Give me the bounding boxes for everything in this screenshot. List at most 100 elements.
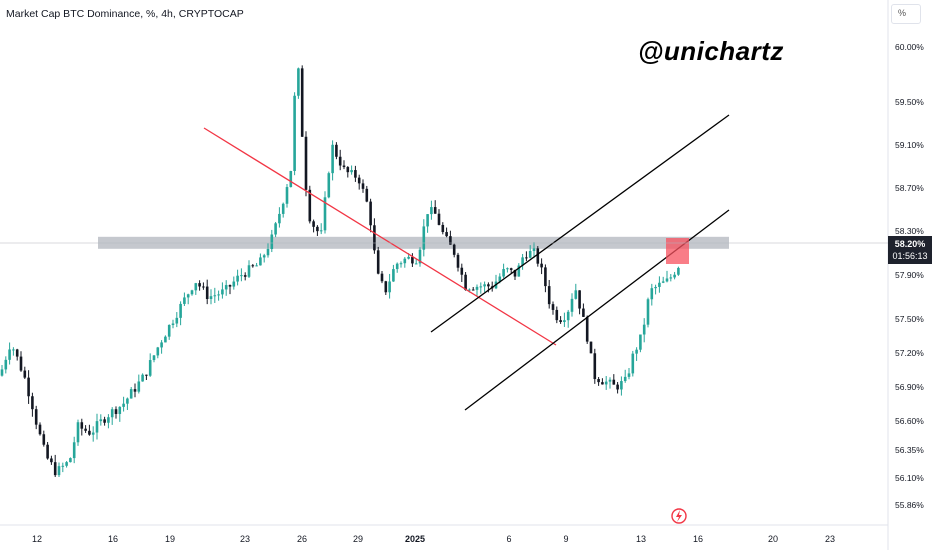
candle-body [661, 281, 665, 283]
candle-body [475, 286, 479, 290]
candle-body [418, 249, 422, 264]
lightning-icon[interactable] [671, 508, 687, 524]
candle-body [319, 230, 323, 232]
candle-body [525, 257, 528, 259]
candle-body [80, 422, 84, 429]
candle-body [521, 257, 524, 266]
y-tick-label: 58.70% [895, 183, 924, 193]
candle-body [114, 409, 118, 414]
candle-body [627, 373, 631, 377]
watermark: @unichartz [638, 36, 784, 66]
candle-body [612, 379, 616, 385]
candle-body [224, 285, 228, 290]
x-tick-label: 13 [636, 534, 646, 544]
candle-body [357, 177, 361, 184]
candle-body [639, 334, 642, 350]
candle-body [380, 273, 384, 282]
candle-body [148, 360, 152, 376]
candle-body [259, 257, 262, 266]
candle-body [536, 248, 540, 264]
candle-body [430, 207, 433, 215]
candle-body [532, 248, 536, 252]
price-axis[interactable]: 60.00% 59.50% 59.10% 58.70% 58.30% 57.90% 57.5… [895, 42, 924, 510]
candle-body [145, 374, 148, 376]
candle-body [376, 250, 380, 274]
candle-body [46, 444, 49, 459]
candle-body [604, 381, 608, 385]
candle-body [209, 296, 213, 300]
candle-body [620, 381, 623, 390]
y-tick-label: 59.50% [895, 97, 924, 107]
x-tick-label: 20 [768, 534, 778, 544]
candle-body [464, 274, 467, 291]
chart-title: Market Cap BTC Dominance, %, 4h, CRYPTOC… [6, 8, 244, 20]
candle-body [316, 226, 319, 232]
unit-selector[interactable]: % [891, 4, 921, 24]
candle-body [517, 265, 521, 277]
candle-body [551, 304, 555, 310]
candle-body [300, 68, 304, 137]
candle-body [555, 309, 559, 321]
candle-body [593, 353, 597, 380]
candle-body [137, 381, 141, 392]
x-tick-label: 16 [108, 534, 118, 544]
y-tick-label: 57.20% [895, 348, 924, 358]
candle-body [72, 442, 76, 459]
candle-body [559, 320, 562, 323]
candle-body [129, 389, 133, 399]
y-tick-label: 57.50% [895, 314, 924, 324]
candle-body [285, 187, 289, 204]
y-tick-label: 58.30% [895, 226, 924, 236]
descending-trendline [203, 127, 557, 346]
candle-body [289, 170, 293, 188]
x-tick-label: 23 [825, 534, 835, 544]
candle-body [582, 308, 585, 317]
candle-body [198, 283, 201, 287]
candle-body [403, 258, 407, 264]
candle-body [437, 213, 441, 225]
candle-body [388, 281, 391, 293]
candle-body [236, 275, 239, 282]
candle-body [574, 290, 578, 299]
x-tick-label: 29 [353, 534, 363, 544]
candle-body [585, 316, 589, 342]
candle-body [19, 356, 23, 371]
x-tick-label: 12 [32, 534, 42, 544]
candle-body [407, 256, 410, 259]
candle-body [278, 213, 281, 224]
candle-body [91, 432, 95, 435]
candle-body [293, 95, 296, 171]
candle-body [126, 398, 129, 404]
candle-body [544, 267, 547, 287]
candle-body [53, 462, 57, 476]
x-tick-label: 2025 [405, 534, 425, 544]
y-tick-label: 56.60% [895, 416, 924, 426]
candle-body [247, 265, 251, 277]
candle-body [31, 396, 34, 410]
candle-body [152, 355, 156, 361]
x-tick-label: 9 [563, 534, 568, 544]
candle-body [642, 324, 646, 335]
candle-body [392, 269, 395, 282]
candle-body [57, 466, 61, 476]
y-tick-label: 60.00% [895, 42, 924, 52]
candle-body [156, 347, 160, 356]
candle-body [262, 255, 266, 258]
candle-body [597, 379, 600, 383]
y-tick-label: 57.90% [895, 270, 924, 280]
candle-body [76, 422, 80, 443]
candle-body [297, 68, 300, 96]
candle-body [95, 421, 99, 433]
candle-body [179, 303, 182, 318]
candle-body [452, 244, 456, 255]
candle-body [42, 434, 46, 445]
candle-body [228, 285, 232, 287]
candle-body [164, 336, 167, 343]
time-axis[interactable]: 12 16 19 23 26 29 2025 6 9 13 16 20 23 [32, 534, 835, 544]
candle-body [183, 297, 186, 304]
candle-body [502, 269, 505, 277]
y-tick-label: 59.10% [895, 140, 924, 150]
candle-body [433, 207, 437, 214]
